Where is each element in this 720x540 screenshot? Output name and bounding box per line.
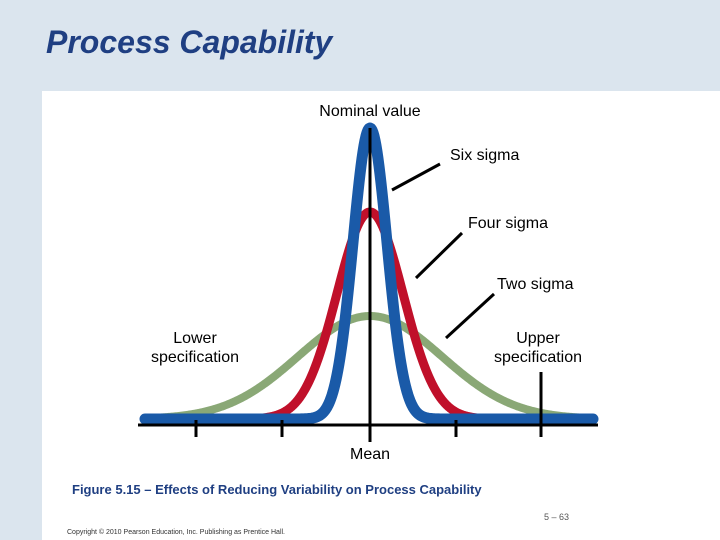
two-sigma-leader xyxy=(444,292,496,340)
page-number: 5 – 63 xyxy=(544,512,570,522)
six-sigma-label: Six sigma xyxy=(450,147,520,164)
two-sigma-label: Two sigma xyxy=(497,276,574,293)
figure-caption: Figure 5.15 – Effects of Reducing Variab… xyxy=(72,482,482,497)
side-band xyxy=(0,91,42,540)
six-sigma-leader xyxy=(391,162,441,192)
copyright-notice: Copyright © 2010 Pearson Education, Inc.… xyxy=(67,529,286,536)
upper-specification-label: Upper specification xyxy=(493,330,583,366)
nominal-value-label: Nominal value xyxy=(319,103,421,120)
four-sigma-label: Four sigma xyxy=(468,215,549,232)
four-sigma-leader xyxy=(414,231,464,280)
title-band xyxy=(0,0,720,91)
lower-specification-label: Lower specification xyxy=(150,330,240,366)
slide-title: Process Capability xyxy=(46,24,333,60)
mean-label: Mean xyxy=(349,446,391,463)
